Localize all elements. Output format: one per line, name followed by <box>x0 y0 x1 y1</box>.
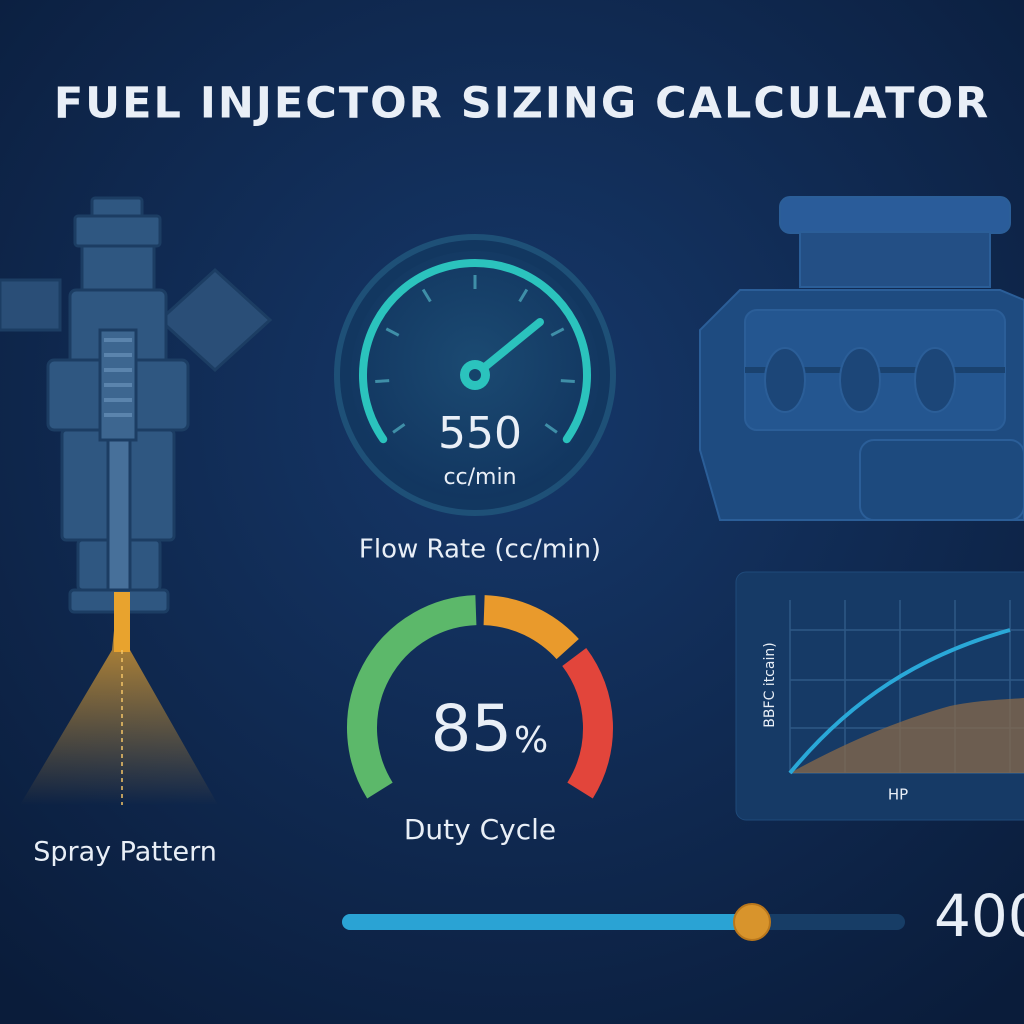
title: FUEL INJECTOR SIZING CALCULATOR <box>54 79 990 129</box>
chart-x-label: HP <box>888 786 908 804</box>
chart-curve <box>788 628 1011 775</box>
chart-panel <box>735 571 1024 821</box>
flow-gauge-tick <box>421 288 432 303</box>
flow-gauge-tick <box>544 423 558 434</box>
duty-arc-red <box>562 647 613 799</box>
flow-gauge-hub-center <box>469 369 481 381</box>
flow-gauge-tick <box>375 379 390 384</box>
flow-gauge-tick <box>560 379 575 384</box>
nozzle <box>114 592 130 652</box>
duty-arc-green <box>347 595 477 799</box>
flow-gauge-tick <box>518 288 529 303</box>
engine-illustration <box>699 196 1024 521</box>
chart-area <box>790 698 1024 773</box>
slider-knob[interactable] <box>733 903 771 941</box>
flow-gauge-tick <box>550 327 565 337</box>
flow-value: 550 <box>438 408 522 459</box>
duty-unit: % <box>514 720 548 761</box>
flow-gauge-ticks <box>375 275 575 434</box>
duty-label: Duty Cycle <box>404 813 556 846</box>
duty-arc-orange <box>483 595 579 660</box>
spray-cone <box>20 592 218 805</box>
flow-label: Flow Rate (cc/min) <box>359 535 601 565</box>
duty-value: 85 <box>431 693 512 767</box>
injector-illustration <box>0 196 273 614</box>
slider-value: 400 <box>934 882 1024 950</box>
flow-unit: cc/min <box>443 465 516 490</box>
spray-label: Spray Pattern <box>33 837 217 868</box>
flow-gauge-arc <box>359 259 591 444</box>
chart-y-label: BBFC itcain) <box>762 642 778 727</box>
flow-gauge-tick <box>385 327 400 337</box>
flow-gauge-tick <box>392 423 406 434</box>
slider-fill <box>342 914 752 930</box>
